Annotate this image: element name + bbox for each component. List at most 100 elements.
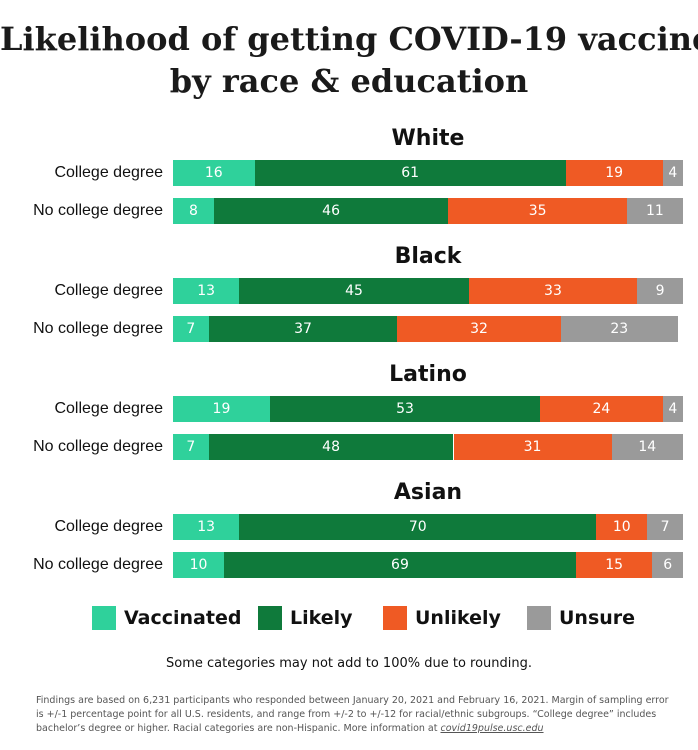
bar-row-latino-college-degree: 19 53 24 4 — [173, 396, 683, 422]
bar-row-black-no-college-degree: 7 37 32 23 — [173, 316, 683, 342]
bar-black-college-degree-unsure — [637, 278, 683, 304]
data-label-asian-college-degree-vaccinated: 13 — [197, 519, 216, 535]
data-label-latino-college-degree-unlikely: 24 — [592, 401, 611, 417]
data-label-latino-college-degree-likely: 53 — [396, 401, 414, 417]
row-label-asian-no-college-degree: No college degree — [33, 556, 163, 573]
data-label-white-college-degree-unlikely: 19 — [605, 165, 624, 181]
data-label-latino-no-college-degree-unsure: 14 — [638, 439, 657, 455]
group-title-black: Black — [394, 244, 462, 269]
bar-white-no-college-degree-vaccinated — [173, 198, 214, 224]
footnote-text: Findings are based on 6,231 participants… — [36, 695, 669, 734]
bar-asian-no-college-degree-likely — [224, 552, 576, 578]
group-title-asian: Asian — [393, 480, 463, 505]
row-label-latino-college-degree: College degree — [54, 400, 163, 417]
data-label-latino-no-college-degree-unlikely: 31 — [523, 439, 542, 455]
data-label-asian-no-college-degree-vaccinated: 10 — [189, 557, 208, 573]
data-label-white-no-college-degree-likely: 46 — [322, 203, 340, 219]
bar-latino-no-college-degree-likely — [208, 434, 454, 460]
legend-label-unlikely: Unlikely — [415, 607, 501, 629]
bar-row-latino-no-college-degree: 7 48 31 14 — [173, 434, 683, 460]
row-label-black-no-college-degree: No college degree — [33, 320, 163, 337]
bar-latino-no-college-degree-vaccinated — [173, 434, 209, 460]
data-label-white-no-college-degree-unsure: 11 — [646, 203, 664, 219]
chart-title-line-2: by race & education — [169, 62, 529, 100]
bar-asian-no-college-degree-unlikely — [575, 552, 653, 578]
row-label-latino-no-college-degree: No college degree — [33, 438, 163, 455]
bar-white-college-degree-unlikely — [565, 160, 663, 186]
chart-title: Likelihood of getting COVID-19 vaccine, … — [0, 18, 698, 102]
bar-latino-college-degree-unlikely — [540, 396, 663, 422]
data-label-asian-no-college-degree-likely: 69 — [391, 557, 409, 573]
bar-white-college-degree-unsure — [662, 160, 683, 186]
legend-swatch-unsure — [527, 606, 551, 630]
data-label-black-college-degree-unsure: 9 — [655, 283, 665, 299]
row-label-asian-college-degree: College degree — [54, 518, 163, 535]
data-label-black-no-college-degree-likely: 37 — [294, 321, 312, 337]
bar-white-college-degree-vaccinated — [173, 160, 255, 186]
bar-black-no-college-degree-likely — [208, 316, 398, 342]
footnote-link[interactable]: covid19pulse.usc.edu — [440, 723, 544, 734]
row-label-white-college-degree: College degree — [54, 164, 163, 181]
data-label-latino-college-degree-vaccinated: 19 — [212, 401, 231, 417]
bar-asian-no-college-degree-unsure — [652, 552, 683, 578]
bar-black-college-degree-vaccinated — [173, 278, 240, 304]
bar-black-no-college-degree-vaccinated — [173, 316, 209, 342]
data-label-white-college-degree-vaccinated: 16 — [204, 165, 223, 181]
data-label-white-no-college-degree-vaccinated: 8 — [188, 203, 198, 219]
bar-row-asian-no-college-degree: 10 69 15 6 — [173, 552, 683, 578]
bar-latino-college-degree-unsure — [662, 396, 683, 422]
bar-black-no-college-degree-unlikely — [397, 316, 561, 342]
data-label-black-college-degree-unlikely: 33 — [544, 283, 562, 299]
legend: Vaccinated Likely Unlikely Unsure — [0, 604, 698, 634]
data-label-asian-no-college-degree-unsure: 6 — [663, 557, 673, 573]
bar-asian-college-degree-unsure — [647, 514, 683, 540]
bar-row-white-no-college-degree: 8 46 35 11 — [173, 198, 683, 224]
bar-white-college-degree-likely — [254, 160, 566, 186]
data-label-white-college-degree-unsure: 4 — [668, 165, 678, 181]
bar-latino-college-degree-likely — [269, 396, 541, 422]
bar-row-white-college-degree: 16 61 19 4 — [173, 160, 683, 186]
bar-white-no-college-degree-unlikely — [448, 198, 627, 224]
bar-latino-college-degree-vaccinated — [173, 396, 270, 422]
legend-label-vaccinated: Vaccinated — [124, 607, 242, 629]
legend-swatch-vaccinated — [92, 606, 116, 630]
bar-black-college-degree-unlikely — [468, 278, 638, 304]
data-label-asian-college-degree-likely: 70 — [408, 519, 427, 535]
data-label-latino-college-degree-unsure: 4 — [668, 401, 678, 417]
data-label-asian-no-college-degree-unlikely: 15 — [605, 557, 624, 573]
data-label-black-no-college-degree-unlikely: 32 — [470, 321, 488, 337]
chart-title-line-1: Likelihood of getting COVID-19 vaccine, — [0, 20, 698, 58]
bar-latino-no-college-degree-unlikely — [453, 434, 612, 460]
bar-white-no-college-degree-unsure — [626, 198, 683, 224]
legend-label-unsure: Unsure — [559, 607, 636, 629]
legend-label-likely: Likely — [290, 607, 353, 629]
bar-white-no-college-degree-likely — [213, 198, 449, 224]
bar-row-asian-college-degree: 13 70 10 7 — [173, 514, 683, 540]
bar-latino-no-college-degree-unsure — [611, 434, 683, 460]
legend-swatch-likely — [258, 606, 282, 630]
bar-asian-college-degree-unlikely — [596, 514, 648, 540]
data-label-white-no-college-degree-unlikely: 35 — [528, 203, 547, 219]
row-label-black-college-degree: College degree — [54, 282, 163, 299]
methodology-footnote: Findings are based on 6,231 participants… — [36, 694, 676, 736]
data-label-black-college-degree-vaccinated: 13 — [197, 283, 216, 299]
data-label-black-no-college-degree-unsure: 23 — [610, 321, 629, 337]
data-label-asian-college-degree-unsure: 7 — [660, 519, 670, 535]
rounding-note: Some categories may not add to 100% due … — [165, 656, 533, 671]
data-label-black-college-degree-likely: 45 — [345, 283, 363, 299]
bar-asian-no-college-degree-vaccinated — [173, 552, 224, 578]
data-label-asian-college-degree-unlikely: 10 — [612, 519, 631, 535]
bar-black-college-degree-likely — [239, 278, 469, 304]
row-label-white-no-college-degree: No college degree — [33, 202, 163, 219]
data-label-white-college-degree-likely: 61 — [401, 165, 420, 181]
data-label-black-no-college-degree-vaccinated: 7 — [186, 321, 196, 337]
bar-black-no-college-degree-unsure — [560, 316, 678, 342]
legend-swatch-unlikely — [383, 606, 407, 630]
data-label-latino-no-college-degree-likely: 48 — [322, 439, 340, 455]
group-title-latino: Latino — [389, 362, 467, 387]
data-label-latino-no-college-degree-vaccinated: 7 — [186, 439, 196, 455]
group-title-white: White — [391, 126, 465, 151]
bar-asian-college-degree-likely — [239, 514, 597, 540]
bar-row-black-college-degree: 13 45 33 9 — [173, 278, 683, 304]
bar-asian-college-degree-vaccinated — [173, 514, 240, 540]
